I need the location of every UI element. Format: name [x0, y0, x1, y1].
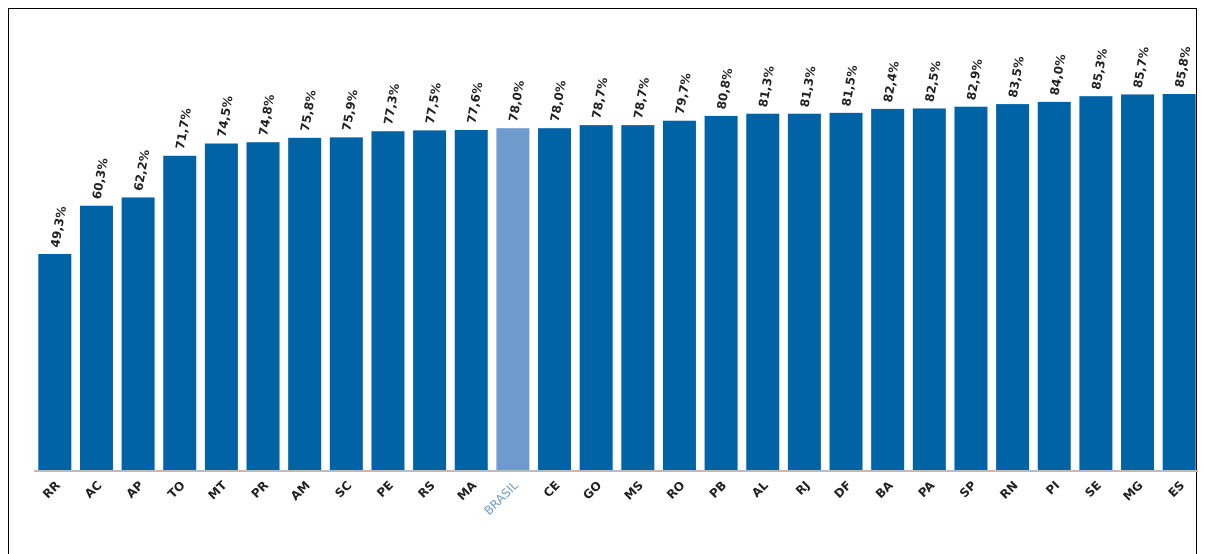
- value-label: 81,3%: [798, 65, 819, 108]
- bar: [121, 197, 155, 470]
- bar: [704, 115, 738, 470]
- x-tick-label: SE: [1082, 478, 1104, 500]
- bar: [1079, 96, 1113, 471]
- bar: [746, 113, 780, 471]
- value-label: 84,0%: [1047, 53, 1068, 96]
- value-label: 71,7%: [173, 107, 194, 150]
- bar: [413, 130, 447, 470]
- x-tick-label: BA: [873, 478, 896, 501]
- frame: [8, 8, 1197, 554]
- value-label: 82,9%: [964, 58, 985, 101]
- bar: [1162, 94, 1196, 470]
- x-tick-label: ES: [1165, 478, 1187, 500]
- x-tick-label: PR: [248, 478, 271, 501]
- x-tick-label: RJ: [793, 478, 813, 498]
- x-tick-label: CE: [541, 478, 563, 500]
- bar: [829, 112, 863, 471]
- value-label: 78,0%: [506, 79, 527, 122]
- value-label: 78,7%: [589, 76, 610, 119]
- x-tick-label: DF: [831, 478, 854, 501]
- bar: [579, 125, 613, 470]
- value-label: 80,8%: [714, 67, 735, 110]
- bar: [204, 143, 238, 470]
- bar: [1121, 94, 1155, 470]
- value-label: 74,5%: [215, 95, 236, 138]
- value-label: 75,9%: [339, 88, 360, 131]
- value-label: 75,8%: [298, 89, 319, 132]
- bar: [912, 108, 946, 470]
- bar: [454, 129, 488, 470]
- bar: [538, 128, 572, 470]
- value-label: 78,0%: [548, 79, 569, 122]
- value-label: 85,3%: [1089, 47, 1110, 90]
- x-tick-label: RN: [997, 478, 1021, 502]
- value-label: 85,8%: [1172, 45, 1193, 88]
- x-tick-label: RS: [415, 478, 438, 501]
- bar: [787, 113, 821, 471]
- x-tick-label: MT: [205, 478, 230, 503]
- x-tick-label: SC: [332, 478, 354, 500]
- x-tick-label: PI: [1043, 478, 1062, 497]
- value-label: 78,7%: [631, 76, 652, 119]
- x-tick-label: AC: [82, 478, 105, 501]
- bar: [621, 125, 655, 470]
- value-label: 82,4%: [881, 60, 902, 103]
- bar: [371, 131, 405, 470]
- x-tick-label: AP: [124, 478, 147, 501]
- x-tick-label: PA: [916, 478, 938, 500]
- value-label: 81,5%: [839, 64, 860, 107]
- value-label: 77,6%: [464, 81, 485, 124]
- x-tick-label: MG: [1120, 478, 1145, 503]
- bar: [329, 137, 363, 470]
- value-label: 85,7%: [1131, 46, 1152, 89]
- x-tick-label: RR: [40, 478, 63, 501]
- bar: [163, 155, 197, 470]
- value-label: 49,3%: [48, 205, 69, 248]
- x-tick-label: RO: [664, 478, 688, 502]
- value-label: 83,5%: [1006, 55, 1027, 98]
- bar: [288, 137, 322, 470]
- bar: [996, 104, 1030, 470]
- x-tick-label: AL: [749, 478, 771, 500]
- value-label: 60,3%: [90, 157, 111, 200]
- bar: [496, 128, 530, 470]
- x-tick-label: SP: [957, 478, 979, 500]
- x-tick-label: MA: [454, 478, 479, 503]
- x-tick-label: BRASIL: [481, 478, 521, 518]
- value-label: 74,8%: [256, 93, 277, 136]
- x-tick-label: PE: [374, 478, 396, 500]
- x-tick-label: GO: [580, 478, 604, 502]
- bar: [954, 106, 988, 471]
- value-label: 82,5%: [922, 60, 943, 103]
- value-label: 77,3%: [381, 82, 402, 125]
- bar: [38, 253, 72, 470]
- x-tick-label: TO: [165, 478, 188, 501]
- value-label: 81,3%: [756, 65, 777, 108]
- value-label: 79,7%: [673, 72, 694, 115]
- value-label: 62,2%: [131, 149, 152, 192]
- x-tick-label: MS: [621, 478, 645, 502]
- value-label: 77,5%: [423, 81, 444, 124]
- bar: [662, 120, 696, 470]
- bar: [1037, 101, 1071, 470]
- bar: [79, 205, 113, 471]
- bar: [246, 142, 280, 470]
- x-tick-label: AM: [288, 478, 313, 503]
- bar: [871, 108, 905, 470]
- x-tick-label: PB: [707, 478, 730, 501]
